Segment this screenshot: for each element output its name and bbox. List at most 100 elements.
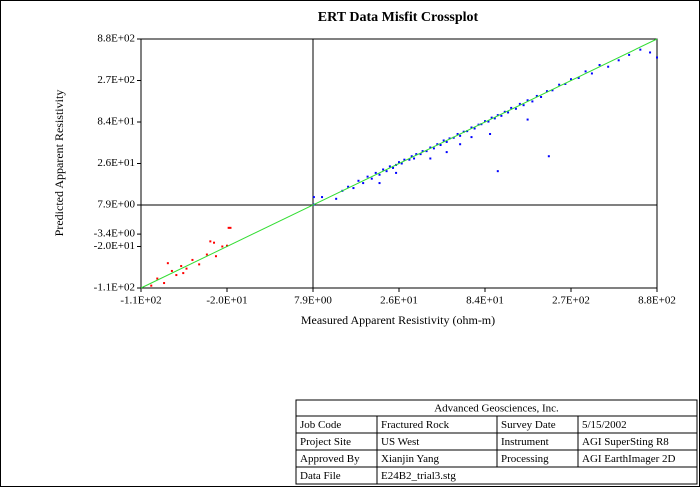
data-point [473,127,476,130]
y-tick-label: 2.6E+01 [97,157,135,169]
cell-text: Fractured Rock [381,419,450,431]
cell-text: Instrument [501,436,549,448]
data-point [385,170,388,173]
data-point [421,150,424,153]
data-point [378,182,381,185]
data-point [419,153,422,156]
data-point [558,83,561,86]
data-point [617,59,620,62]
cell-text: Xianjin Yang [381,453,440,465]
cell-text: Processing [501,453,549,465]
x-tick-label: 7.9E+00 [294,295,332,307]
data-point [408,158,411,161]
data-point [489,133,492,136]
x-tick-label: 2.7E+02 [552,295,590,307]
data-point [462,130,465,133]
data-point [170,269,173,272]
data-point [510,106,513,109]
data-point [321,196,324,199]
cell-text: 5/15/2002 [582,419,627,431]
plot-area: -1.1E+02 -2.0E+01 7.9E+00 2.6E+01 8.4E+01 2.7… [94,33,676,307]
data-point [413,157,416,160]
data-point [191,258,194,261]
fit-line [140,38,658,289]
data-point [590,72,593,75]
cell-text: Job Code [300,419,341,431]
data-point [400,162,403,165]
data-point [526,118,529,121]
data-point [445,140,448,143]
chart-title: ERT Data Misfit Crossplot [318,10,479,25]
cell-text: Project Site [300,436,351,448]
company-name: Advanced Geosciences, Inc. [434,403,559,415]
data-point [352,187,355,190]
data-point [229,226,232,229]
data-point [628,53,631,56]
data-point [382,168,385,171]
data-point [198,263,201,266]
y-tick-label: -1.1E+02 [94,282,135,294]
data-point [415,153,418,156]
title-block: Advanced Geosciences, Inc. Job Code Fractu… [295,399,698,485]
data-point [459,143,462,146]
data-point [570,78,572,81]
data-point [656,56,658,59]
data-point [166,262,169,265]
data-point [496,170,499,173]
data-point [545,90,548,93]
data-point [470,126,473,129]
data-point [374,171,377,174]
data-point [395,171,398,174]
data-point [357,179,360,182]
data-point [182,272,185,275]
data-point [429,146,432,149]
data-point [551,89,554,92]
data-point [205,253,208,256]
data-point [452,136,455,139]
data-point [150,284,153,287]
cell-text: AGI SuperSting R8 [582,436,669,448]
data-point [496,114,499,117]
data-point [456,133,459,136]
data-point [518,102,521,105]
data-point [432,147,435,150]
data-point [180,265,183,268]
data-point [649,51,652,54]
cell-text: AGI EarthImager 2D [582,453,676,465]
data-point [490,116,493,119]
data-point [392,166,395,169]
data-point [185,267,188,270]
data-point [214,255,217,258]
data-point [410,155,413,158]
data-point [577,76,580,79]
data-point [500,114,503,117]
cell-text: US West [381,436,419,448]
cell-text: Survey Date [501,419,556,431]
data-point [213,241,216,244]
x-tick-label: 8.8E+02 [638,295,676,307]
y-tick-label: 8.8E+02 [97,33,135,45]
y-tick-label: 2.7E+02 [97,74,135,86]
title-block-frame [295,399,698,485]
data-point [398,161,400,164]
cell-text: Data File [300,470,341,482]
data-point [366,175,369,178]
data-point [429,157,432,160]
data-point [445,151,448,154]
data-point [425,150,428,153]
data-point [312,196,315,199]
data-point [163,282,166,285]
data-point [378,173,381,176]
data-point [598,63,601,66]
data-point [362,182,365,185]
x-tick-label: 2.6E+01 [380,295,418,307]
data-point [531,100,534,103]
data-point [607,65,610,68]
data-point [487,120,490,123]
y-tick-label: 8.4E+01 [97,116,135,128]
data-point [448,137,451,140]
data-point [514,107,517,110]
x-tick-label: -2.0E+01 [206,295,247,307]
data-point [227,226,230,229]
